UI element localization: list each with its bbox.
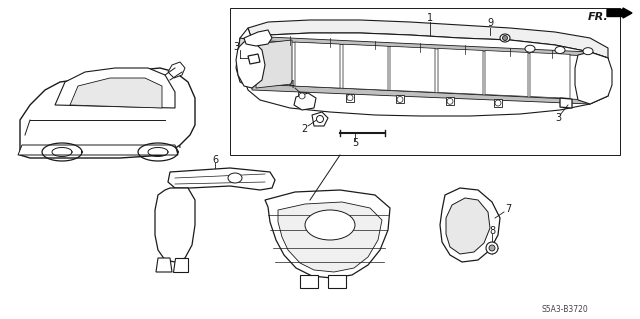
Polygon shape xyxy=(55,68,175,108)
Polygon shape xyxy=(328,275,346,288)
Ellipse shape xyxy=(305,210,355,240)
Polygon shape xyxy=(396,95,404,103)
Polygon shape xyxy=(312,112,328,126)
Ellipse shape xyxy=(583,48,593,55)
Polygon shape xyxy=(248,54,260,64)
Ellipse shape xyxy=(317,115,323,122)
Polygon shape xyxy=(265,190,390,278)
Polygon shape xyxy=(168,62,185,78)
Polygon shape xyxy=(244,30,272,46)
Polygon shape xyxy=(248,20,608,58)
Polygon shape xyxy=(236,40,265,88)
Ellipse shape xyxy=(495,100,501,106)
Polygon shape xyxy=(346,94,354,102)
Polygon shape xyxy=(156,258,172,272)
Text: 9: 9 xyxy=(487,18,493,28)
Polygon shape xyxy=(230,8,620,155)
Text: 4: 4 xyxy=(289,80,295,90)
Polygon shape xyxy=(294,93,316,110)
Polygon shape xyxy=(440,188,500,262)
Polygon shape xyxy=(575,52,612,104)
Polygon shape xyxy=(168,168,275,190)
Text: FR.: FR. xyxy=(588,12,609,22)
Polygon shape xyxy=(252,84,608,104)
FancyArrow shape xyxy=(607,8,632,18)
Polygon shape xyxy=(236,38,252,88)
Ellipse shape xyxy=(500,34,510,42)
Polygon shape xyxy=(446,97,454,105)
Polygon shape xyxy=(560,98,572,108)
Ellipse shape xyxy=(525,45,535,52)
Ellipse shape xyxy=(228,173,242,183)
Text: 3: 3 xyxy=(555,113,561,123)
Polygon shape xyxy=(298,92,306,100)
Text: 6: 6 xyxy=(212,155,218,165)
Polygon shape xyxy=(485,50,528,96)
Polygon shape xyxy=(295,42,340,88)
Polygon shape xyxy=(494,99,502,107)
Text: S5A3-B3720: S5A3-B3720 xyxy=(541,306,588,315)
Polygon shape xyxy=(155,188,195,262)
Polygon shape xyxy=(438,48,483,94)
Ellipse shape xyxy=(502,35,508,41)
Ellipse shape xyxy=(397,96,403,102)
Polygon shape xyxy=(390,46,435,92)
Polygon shape xyxy=(343,44,388,90)
Polygon shape xyxy=(278,202,382,272)
Text: 5: 5 xyxy=(352,138,358,148)
Text: 7: 7 xyxy=(505,204,511,214)
Ellipse shape xyxy=(489,245,495,251)
Polygon shape xyxy=(256,40,292,88)
Ellipse shape xyxy=(299,93,305,99)
Polygon shape xyxy=(252,37,608,62)
Ellipse shape xyxy=(555,47,565,54)
Text: 1: 1 xyxy=(427,13,433,23)
Polygon shape xyxy=(173,258,188,272)
Text: 3: 3 xyxy=(233,42,239,52)
Ellipse shape xyxy=(486,242,498,254)
Polygon shape xyxy=(70,78,162,108)
Polygon shape xyxy=(238,28,608,116)
Polygon shape xyxy=(20,68,195,158)
Ellipse shape xyxy=(447,98,453,104)
Text: 8: 8 xyxy=(489,226,495,236)
Text: 2: 2 xyxy=(301,124,307,134)
Polygon shape xyxy=(446,198,490,254)
Polygon shape xyxy=(300,275,318,288)
Polygon shape xyxy=(530,53,570,98)
Polygon shape xyxy=(18,145,178,155)
Ellipse shape xyxy=(347,95,353,101)
